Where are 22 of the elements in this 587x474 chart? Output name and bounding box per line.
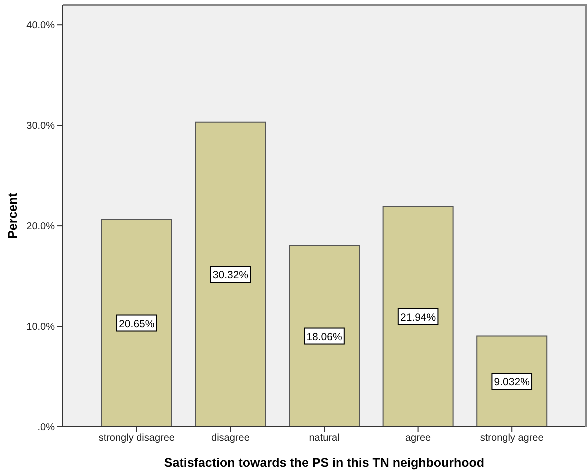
bar <box>382 206 454 427</box>
y-tick-label: .0% <box>38 422 56 434</box>
bar <box>195 122 266 427</box>
x-tick-label: natural <box>309 433 340 444</box>
data-label: 21.94% <box>400 312 436 324</box>
y-tick-label: 30.0% <box>26 121 56 132</box>
x-tick-label: agree <box>406 433 432 444</box>
y-tick-label: 40.0% <box>26 20 56 32</box>
data-label: 20.65% <box>119 318 155 330</box>
y-tick-label: 10.0% <box>26 322 56 334</box>
bar <box>101 219 172 427</box>
y-tick-label: 20.0% <box>26 222 56 233</box>
data-label: 9.032% <box>494 376 530 389</box>
x-tick-label: strongly agree <box>480 433 544 444</box>
y-axis-title: Percent <box>6 192 20 239</box>
data-label: 30.32% <box>212 270 249 282</box>
x-tick-label: strongly disagree <box>98 433 176 444</box>
x-axis-title: Satisfaction towards the PS in this TN neighbourhood <box>164 456 485 470</box>
bar <box>289 245 360 427</box>
data-label: 18.06% <box>306 331 342 344</box>
x-tick-label: disagree <box>212 433 250 444</box>
bar <box>476 336 548 427</box>
